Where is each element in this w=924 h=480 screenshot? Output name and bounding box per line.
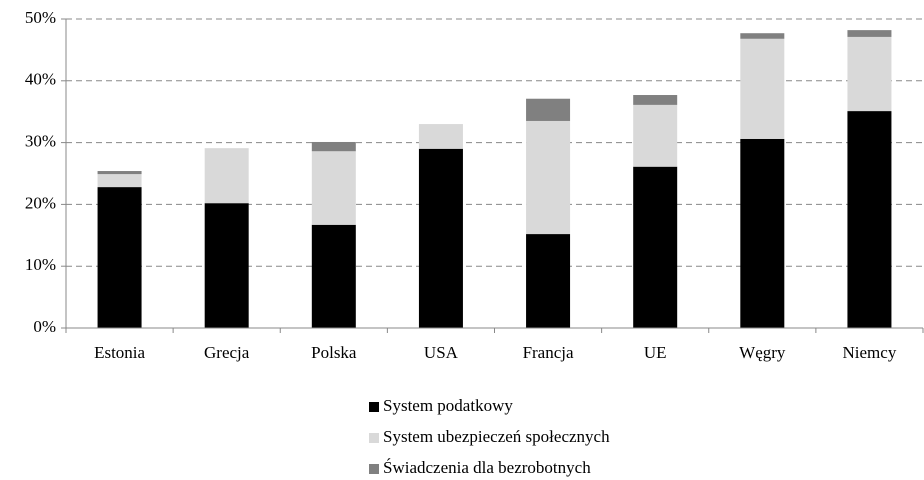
legend-label: System ubezpieczeń społecznych (383, 427, 610, 446)
bar-segment (633, 166, 678, 328)
y-tick-label: 10% (25, 255, 56, 274)
legend-swatch (369, 464, 379, 474)
x-tick-label: Węgry (739, 343, 786, 362)
legend-swatch (369, 402, 379, 412)
bar-segment (97, 171, 142, 175)
x-tick-label: Estonia (94, 343, 145, 362)
bar-segment (526, 120, 571, 235)
legend-label: System podatkowy (383, 396, 513, 415)
bar-segment (740, 33, 785, 39)
bar-segment (633, 104, 678, 167)
bar-segment (847, 36, 892, 112)
bar-segment (204, 148, 249, 204)
bar-segment (311, 141, 356, 152)
bar-segment (418, 124, 463, 149)
bar-segment (847, 30, 892, 37)
bar-segment (526, 98, 571, 121)
bar-segment (204, 203, 249, 328)
bar-segment (740, 138, 785, 328)
bar-segment (97, 187, 142, 328)
y-tick-label: 50% (25, 8, 56, 27)
y-tick-label: 0% (33, 317, 56, 336)
bar-segment (526, 234, 571, 328)
x-tick-label: Francja (523, 343, 574, 362)
y-tick-label: 40% (25, 70, 56, 89)
y-tick-label: 20% (25, 193, 56, 212)
bar-segment (311, 151, 356, 225)
x-tick-label: USA (424, 343, 459, 362)
legend-swatch (369, 433, 379, 443)
bar-segment (311, 224, 356, 328)
x-tick-label: Niemcy (843, 343, 897, 362)
x-tick-label: Polska (311, 343, 357, 362)
bar-segment (740, 38, 785, 139)
bar-segment (847, 111, 892, 328)
legend-label: Świadczenia dla bezrobotnych (383, 458, 591, 477)
bar-segment (633, 95, 678, 105)
y-tick-label: 30% (25, 132, 56, 151)
bar-segment (97, 174, 142, 188)
x-tick-label: UE (644, 343, 667, 362)
x-tick-label: Grecja (204, 343, 250, 362)
bar-segment (418, 148, 463, 328)
